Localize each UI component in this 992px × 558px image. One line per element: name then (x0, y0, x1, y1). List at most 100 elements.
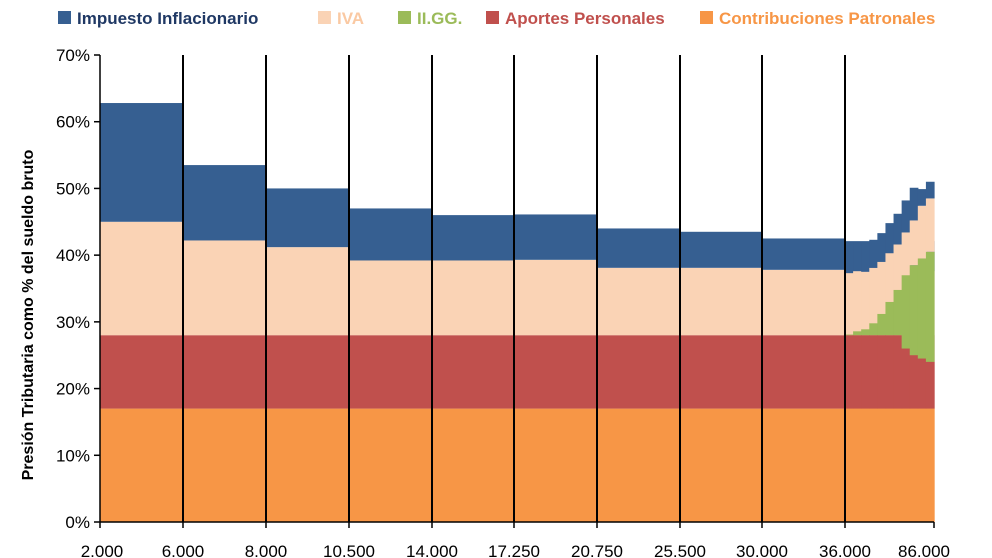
area-aportes-personales-last-8 (909, 355, 919, 409)
area-impuesto-inflacionario-last-0 (845, 242, 854, 274)
area-impuesto-inflacionario-6 (597, 228, 681, 268)
area-impuesto-inflacionario-last-3 (869, 239, 878, 268)
legend-swatch-aportes-personales (486, 11, 499, 24)
x-tick-label-6: 20.750 (571, 542, 623, 558)
x-tick-label-1: 6.000 (162, 542, 205, 558)
area-aportes-personales-1 (183, 335, 267, 409)
area-iva-6 (597, 267, 681, 336)
area-iva-5 (514, 259, 598, 336)
area-contribuciones-patronales-4 (432, 408, 515, 522)
area-contribuciones-patronales-last-9 (917, 408, 927, 522)
area-impuesto-inflacionario-last-10 (925, 181, 935, 199)
area-impuesto-inflacionario-1 (183, 165, 267, 241)
x-tick-label-2: 8.000 (245, 542, 288, 558)
area-ii-gg-last-5 (885, 301, 895, 336)
area-iva-last-6 (893, 244, 903, 290)
axes (99, 55, 934, 523)
area-aportes-personales-last-7 (901, 348, 911, 409)
area-contribuciones-patronales-last-6 (893, 408, 903, 522)
area-ii-gg-last-6 (893, 289, 903, 336)
area-aportes-personales-last-10 (925, 361, 935, 409)
legend-label-aportes-personales: Aportes Personales (505, 9, 665, 28)
area-iva-3 (349, 260, 433, 336)
x-tick-label-10: 86.000 (898, 542, 950, 558)
area-aportes-personales-last-3 (869, 335, 878, 409)
legend-swatch-contribuciones-patronales (700, 11, 713, 24)
area-aportes-personales-5 (514, 335, 598, 409)
area-iva-last-1 (853, 271, 862, 332)
legend-swatch-impuesto-inflacionario (58, 11, 71, 24)
area-impuesto-inflacionario-last-9 (917, 189, 927, 206)
area-aportes-personales-last-6 (893, 335, 903, 409)
y-tick-labels: 0% 10% 20% 30% 40% 50% 60% 70% (56, 46, 100, 532)
area-impuesto-inflacionario-2 (266, 188, 350, 248)
area-impuesto-inflacionario-4 (432, 215, 515, 261)
area-iva-last-9 (917, 205, 927, 259)
area-ii-gg-last-4 (877, 313, 887, 336)
area-contribuciones-patronales-0 (100, 408, 184, 522)
y-tick-label-5: 50% (56, 179, 90, 198)
area-iva-1 (183, 240, 267, 336)
area-iva-last-0 (845, 273, 854, 335)
area-ii-gg-last-9 (917, 258, 927, 359)
y-tick-label-6: 60% (56, 113, 90, 132)
area-aportes-personales-last-9 (917, 358, 927, 409)
x-tick-label-5: 17.250 (488, 542, 540, 558)
area-impuesto-inflacionario-8 (762, 238, 846, 270)
legend: Impuesto Inflacionario IVA II.GG. Aportes P… (58, 9, 935, 28)
area-contribuciones-patronales-last-7 (901, 408, 911, 522)
x-tick-label-0: 2.000 (81, 542, 124, 558)
area-contribuciones-patronales-last-1 (853, 408, 862, 522)
area-iva-8 (762, 269, 846, 336)
area-aportes-personales-4 (432, 335, 515, 409)
legend-label-contribuciones-patronales: Contribuciones Patronales (719, 9, 935, 28)
legend-label-ii-gg: II.GG. (417, 9, 462, 28)
area-ii-gg-last-0 (845, 334, 854, 336)
area-aportes-personales-6 (597, 335, 681, 409)
area-ii-gg-last-3 (869, 323, 878, 336)
area-aportes-personales-last-2 (861, 335, 870, 409)
area-contribuciones-patronales-last-4 (877, 408, 887, 522)
area-aportes-personales-last-1 (853, 335, 862, 409)
legend-swatch-iva (318, 11, 331, 24)
area-aportes-personales-7 (680, 335, 763, 409)
legend-label-iva: IVA (337, 9, 364, 28)
y-axis-label-group: Presión Tributaria como % del sueldo bru… (20, 149, 37, 480)
area-contribuciones-patronales-1 (183, 408, 267, 522)
area-contribuciones-patronales-5 (514, 408, 598, 522)
x-tick-label-3: 10.500 (323, 542, 375, 558)
area-ii-gg-last-1 (853, 331, 862, 336)
area-impuesto-inflacionario-last-7 (901, 200, 911, 233)
area-contribuciones-patronales-6 (597, 408, 681, 522)
area-iva-2 (266, 247, 350, 336)
y-tick-label-1: 10% (56, 446, 90, 465)
area-impuesto-inflacionario-last-2 (861, 243, 870, 272)
legend-label-impuesto-inflacionario: Impuesto Inflacionario (77, 9, 258, 28)
area-aportes-personales-last-5 (885, 335, 895, 409)
x-tick-label-7: 25.500 (654, 542, 706, 558)
area-ii-gg-last-7 (901, 275, 911, 349)
area-contribuciones-patronales-last-5 (885, 408, 895, 522)
area-contribuciones-patronales-last-8 (909, 408, 919, 522)
x-tick-label-9: 36.000 (819, 542, 871, 558)
area-iva-last-3 (869, 267, 878, 324)
area-iva-4 (432, 260, 515, 336)
area-impuesto-inflacionario-last-4 (877, 233, 887, 262)
area-aportes-personales-3 (349, 335, 433, 409)
area-impuesto-inflacionario-0 (100, 103, 184, 222)
area-aportes-personales-8 (762, 335, 846, 409)
area-contribuciones-patronales-last-0 (845, 408, 854, 522)
area-iva-last-4 (877, 261, 887, 314)
area-ii-gg-last-2 (861, 329, 870, 336)
area-iva-0 (100, 221, 184, 336)
area-iva-last-5 (885, 253, 895, 302)
area-impuesto-inflacionario-last-1 (853, 242, 862, 272)
area-contribuciones-patronales-last-10 (925, 408, 935, 522)
plot-area (100, 103, 935, 522)
area-impuesto-inflacionario-last-8 (909, 187, 919, 221)
area-aportes-personales-2 (266, 335, 350, 409)
y-tick-label-4: 40% (56, 246, 90, 265)
x-tick-labels: 2.000 6.000 8.000 10.500 14.000 17.250 20.750 2… (81, 522, 950, 558)
legend-swatch-ii-gg (398, 11, 411, 24)
area-impuesto-inflacionario-7 (680, 231, 763, 268)
